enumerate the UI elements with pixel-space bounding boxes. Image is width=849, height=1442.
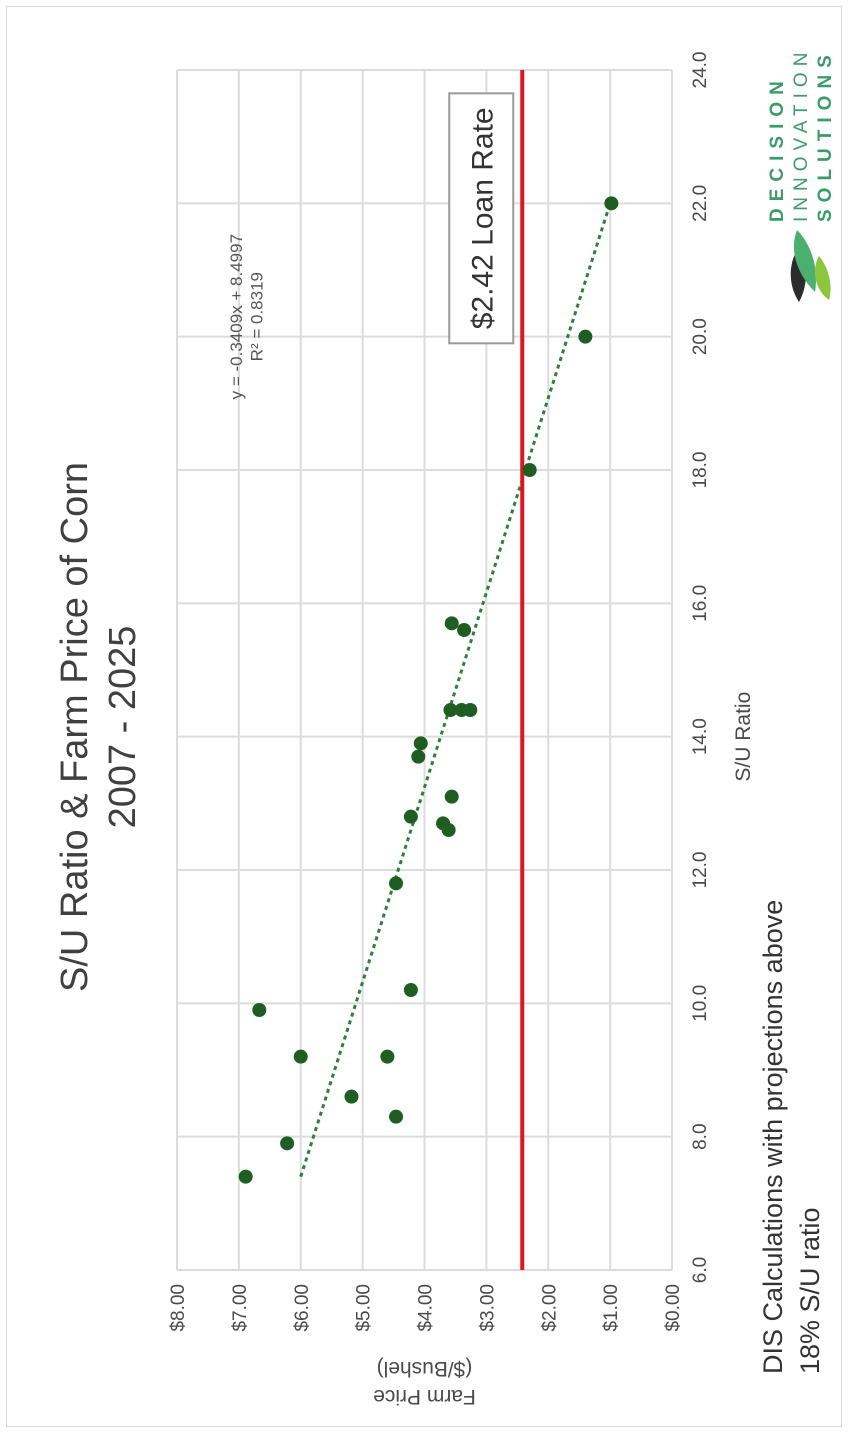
x-tick-label: 22.0	[690, 185, 711, 222]
data-point	[403, 809, 418, 824]
data-point	[280, 1136, 295, 1151]
trendline-r2: R² = 0.8319	[247, 272, 266, 361]
y-tick-label: $1.00	[601, 1284, 622, 1332]
data-point	[454, 703, 469, 717]
y-tick-labels: $0.00 $1.00 $2.00 $3.00 $4.00 $5.00 $6.00 $7.00…	[168, 1284, 684, 1332]
y-tick-label: $3.00	[477, 1284, 498, 1332]
chart: S/U Ratio & Farm Price of Corn 2007 - 20…	[54, 47, 836, 1408]
logo-innovation: INNOVATION	[791, 47, 812, 222]
data-point	[389, 876, 404, 891]
logo-solutions: SOLUTIONS	[815, 48, 836, 222]
y-tick-label: $4.00	[416, 1284, 437, 1332]
data-point	[443, 703, 458, 717]
data-point	[444, 616, 459, 631]
data-point	[411, 749, 426, 764]
data-point	[522, 463, 537, 477]
x-tick-label: 12.0	[690, 852, 711, 889]
loan-rate-label: $2.42 Loan Rate	[466, 107, 499, 329]
data-point	[413, 736, 428, 751]
y-tick-label: $8.00	[168, 1284, 189, 1332]
y-tick-label: $2.00	[539, 1284, 560, 1332]
x-tick-label: 20.0	[690, 318, 711, 355]
trendline-layer	[299, 202, 612, 1178]
rotated-chart-canvas: S/U Ratio & Farm Price of Corn 2007 - 20…	[7, 7, 849, 1442]
scatter-points	[238, 196, 619, 1184]
y-tick-label: $6.00	[292, 1284, 313, 1332]
data-point	[604, 196, 619, 211]
logo-decision: DECISION	[767, 74, 788, 222]
chart-frame: S/U Ratio & Farm Price of Corn 2007 - 20…	[6, 6, 842, 1427]
data-point	[293, 1049, 308, 1064]
trendline	[299, 202, 612, 1178]
y-axis-label-units: ($/Bushel)	[377, 1357, 473, 1380]
x-tick-label: 10.0	[690, 985, 711, 1022]
company-logo: DECISION INNOVATION SOLUTIONS	[767, 47, 836, 302]
x-tick-label: 8.0	[690, 1123, 711, 1149]
y-tick-label: $5.00	[354, 1284, 375, 1332]
x-tick-label: 6.0	[690, 1257, 711, 1283]
y-tick-label: $7.00	[230, 1284, 251, 1332]
y-tick-label: $0.00	[663, 1284, 684, 1332]
x-tick-label: 18.0	[690, 452, 711, 489]
trendline-equation: y = -0.3409x + 8.4997	[227, 234, 246, 399]
x-tick-labels: 6.0 8.0 10.0 12.0 14.0 16.0 18.0 20.0 22.0 24.0	[690, 52, 711, 1284]
data-point	[403, 983, 418, 997]
x-tick-label: 14.0	[690, 718, 711, 755]
chart-subtitle: 2007 - 2025	[102, 626, 144, 829]
grid	[176, 69, 673, 1271]
data-point	[252, 1003, 267, 1017]
data-point	[457, 623, 472, 637]
x-tick-label: 16.0	[690, 585, 711, 622]
x-tick-label: 24.0	[690, 52, 711, 89]
footnote-line-2: 18% S/U ratio	[795, 1207, 825, 1374]
chart-title: S/U Ratio & Farm Price of Corn	[54, 462, 96, 992]
y-axis-label: Farm Price	[373, 1385, 476, 1408]
x-axis-label: S/U Ratio	[732, 692, 755, 782]
data-point	[380, 1049, 395, 1064]
loan-rate-box	[448, 92, 515, 345]
data-point	[344, 1089, 359, 1104]
loan-rate-label-box: $2.42 Loan Rate	[448, 92, 515, 345]
data-point	[578, 329, 593, 344]
data-point	[436, 816, 451, 831]
data-point	[389, 1109, 404, 1124]
footnote-line-1: DIS Calculations with projections above	[758, 900, 788, 1374]
data-point	[238, 1169, 253, 1184]
leaf-icon	[790, 230, 831, 302]
data-point	[444, 789, 459, 804]
